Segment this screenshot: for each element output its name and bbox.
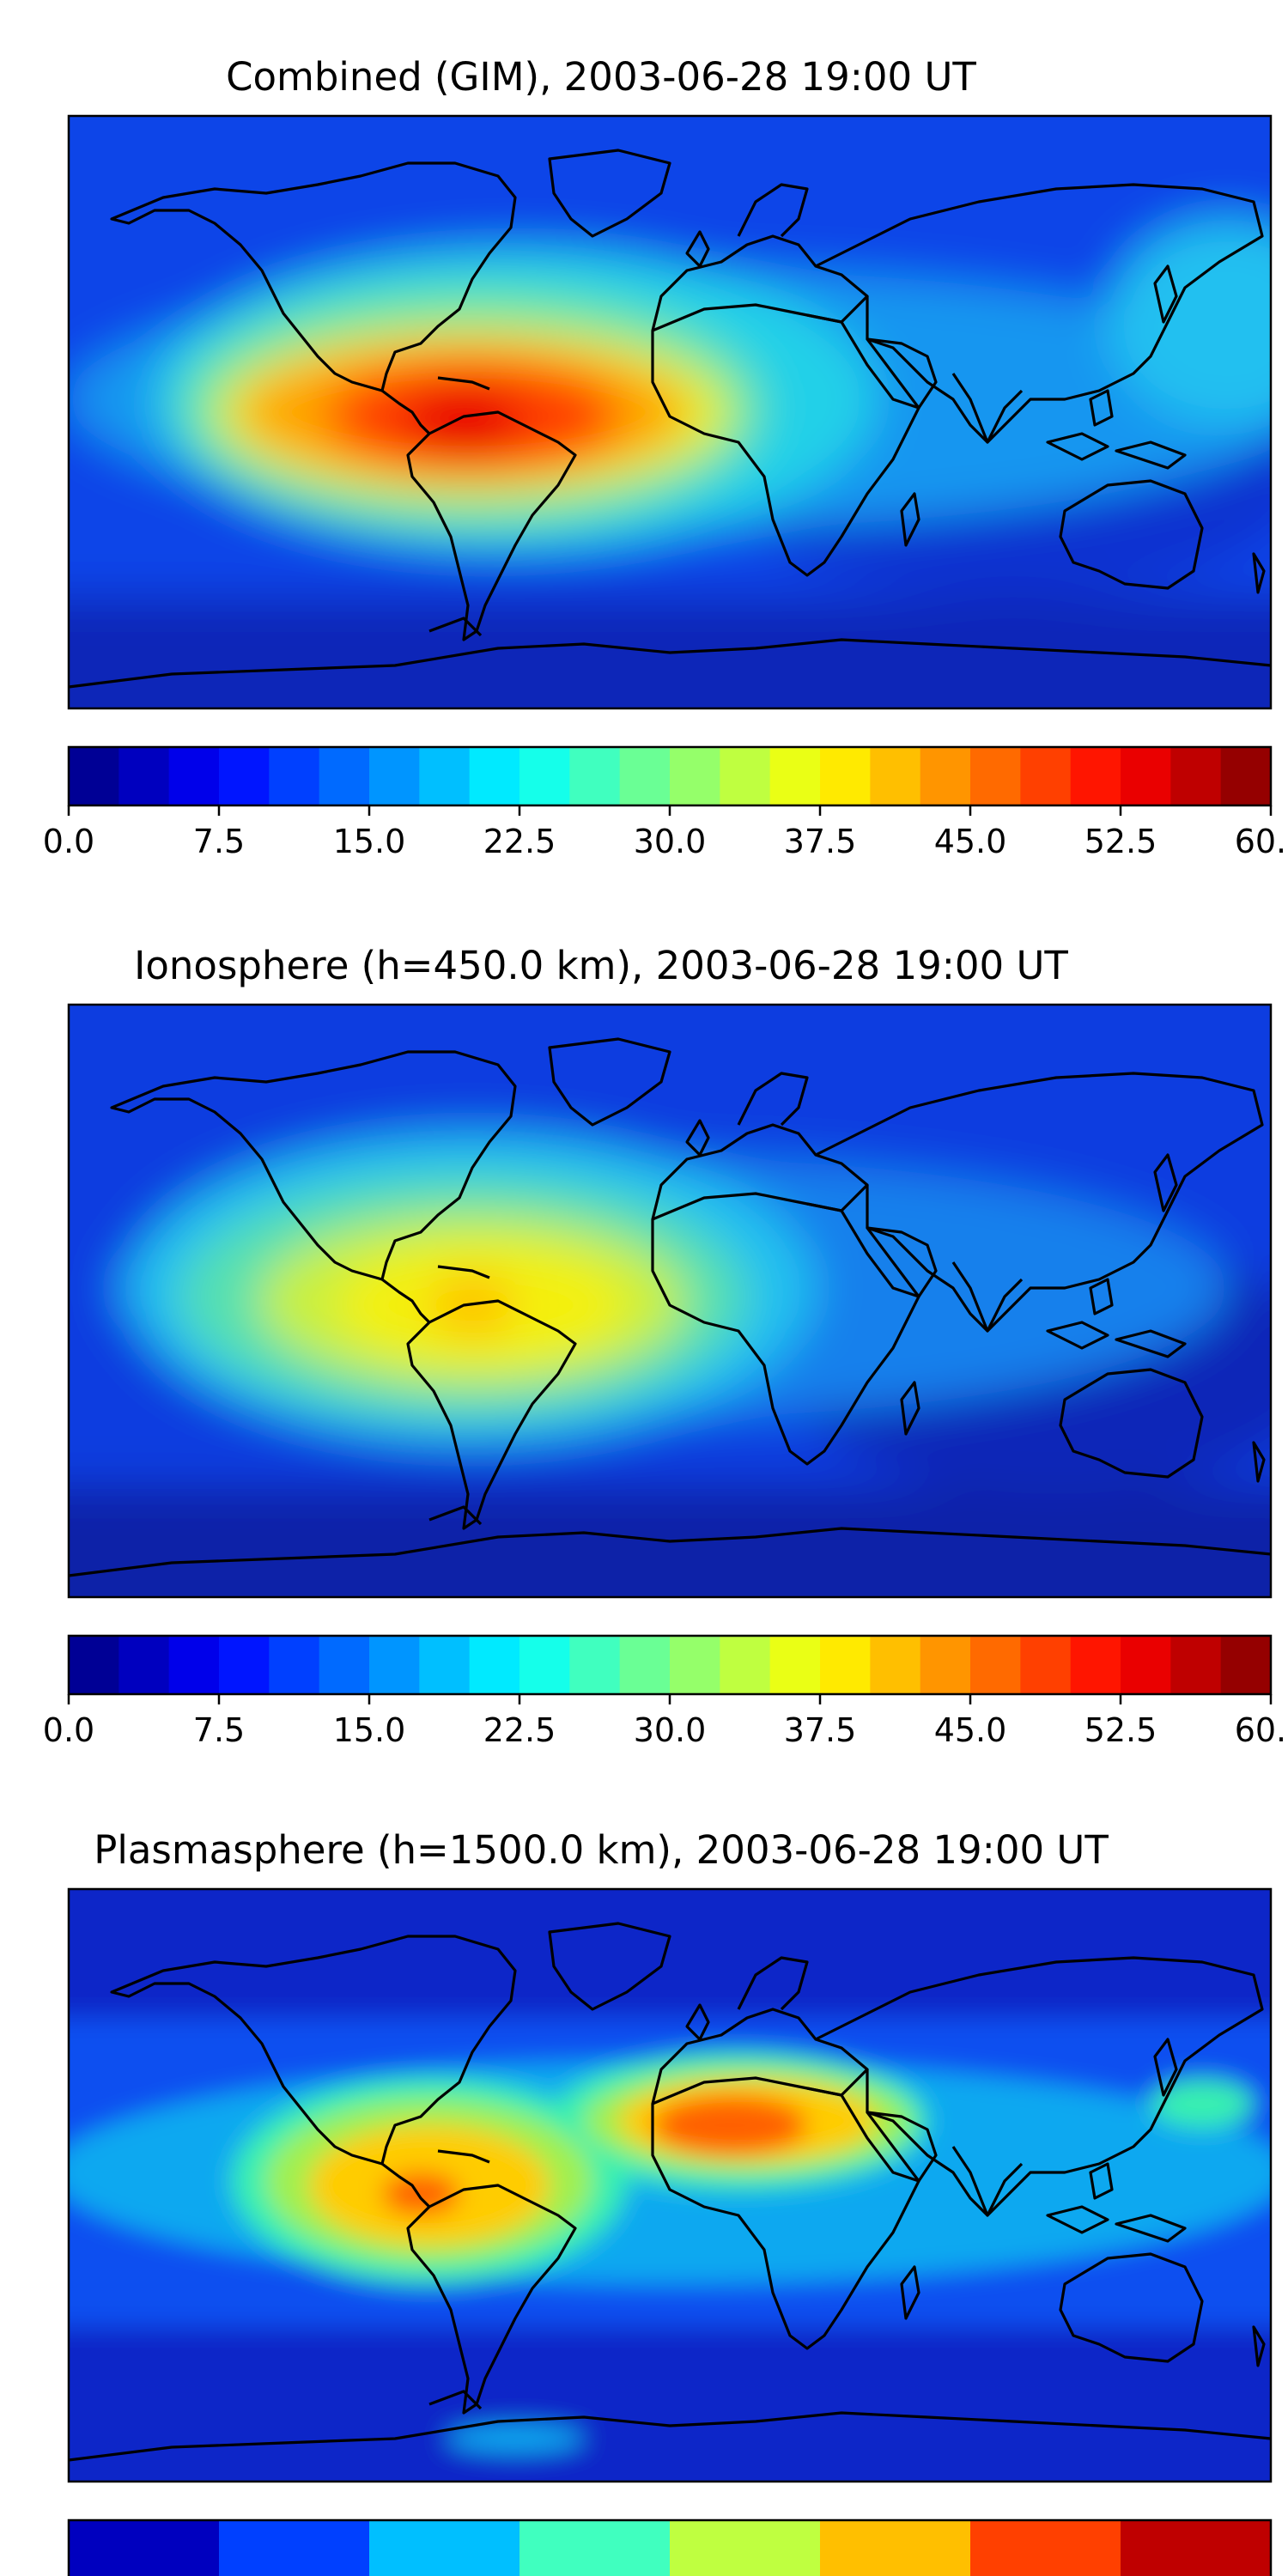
panel-plasmasphere: Plasmasphere (h=1500.0 km), 2003-06-28 1… bbox=[67, 1827, 1273, 2576]
colorbar-level bbox=[419, 1636, 471, 1694]
colorbar-level bbox=[1121, 2520, 1272, 2576]
panel-combined: Combined (GIM), 2003-06-28 19:00 UT bbox=[43, 54, 1288, 860]
colorbar-level bbox=[670, 2520, 821, 2576]
colorbar-level bbox=[569, 747, 621, 805]
tec-field bbox=[69, 116, 1271, 708]
colorbar-tick-label: 60.0 bbox=[1235, 1711, 1288, 1749]
colorbar-level bbox=[369, 1636, 420, 1694]
colorbar-tick-label: 22.5 bbox=[483, 1711, 556, 1749]
colorbar-level bbox=[970, 747, 1021, 805]
colorbar-tick-label: 15.0 bbox=[333, 1711, 406, 1749]
colorbar-level bbox=[820, 1636, 871, 1694]
colorbar-level bbox=[970, 1636, 1021, 1694]
colorbar-level bbox=[219, 1636, 270, 1694]
colorbar-level bbox=[1070, 1636, 1121, 1694]
colorbar-tick-label: 60.0 bbox=[1235, 823, 1288, 860]
colorbar-level bbox=[1070, 747, 1121, 805]
colorbar-level bbox=[269, 1636, 320, 1694]
colorbar-tick-label: 52.5 bbox=[1084, 1711, 1157, 1749]
colorbar-level bbox=[920, 747, 971, 805]
colorbar-level bbox=[269, 747, 320, 805]
colorbar-tick-label: 37.5 bbox=[784, 823, 857, 860]
colorbar-tick-label: 37.5 bbox=[784, 1711, 857, 1749]
colorbar-tick-label: 30.0 bbox=[634, 1711, 707, 1749]
colorbar-level bbox=[970, 2520, 1121, 2576]
colorbar-tick-label: 45.0 bbox=[934, 1711, 1007, 1749]
colorbar-level bbox=[319, 747, 370, 805]
colorbar-level bbox=[69, 1636, 119, 1694]
colorbar-level bbox=[769, 1636, 821, 1694]
colorbar-level bbox=[870, 1636, 921, 1694]
tec-field bbox=[69, 1005, 1271, 1597]
colorbar-level bbox=[1020, 747, 1072, 805]
colorbar-level bbox=[619, 747, 671, 805]
colorbar-level bbox=[519, 1636, 570, 1694]
colorbar-level bbox=[1170, 747, 1222, 805]
map-frame bbox=[67, 1887, 1273, 2483]
colorbar-tick-label: 0.0 bbox=[43, 1711, 94, 1749]
colorbar-level bbox=[69, 747, 119, 805]
colorbar-level bbox=[219, 2520, 370, 2576]
colorbar-level bbox=[369, 2520, 520, 2576]
colorbar-level bbox=[1020, 1636, 1072, 1694]
colorbar-level bbox=[369, 747, 420, 805]
colorbar-tick-label: 45.0 bbox=[934, 823, 1007, 860]
tec-field bbox=[69, 1889, 1271, 2482]
panel-title: Plasmasphere (h=1500.0 km), 2003-06-28 1… bbox=[94, 1827, 1109, 1873]
colorbar-level bbox=[168, 1636, 220, 1694]
colorbar: 0.02.55.07.510.012.515.017.520.0 bbox=[67, 2518, 1273, 2576]
colorbar-level bbox=[569, 1636, 621, 1694]
map-plot bbox=[67, 1887, 1273, 2483]
colorbar-tick-label: 7.5 bbox=[193, 823, 245, 860]
colorbar-level bbox=[319, 1636, 370, 1694]
colorbar-level bbox=[519, 2520, 671, 2576]
colorbar-level bbox=[419, 747, 471, 805]
panel-ionosphere: Ionosphere (h=450.0 km), 2003-06-28 19:0… bbox=[43, 943, 1288, 1749]
colorbar-level bbox=[469, 1636, 520, 1694]
colorbar-level bbox=[670, 747, 720, 805]
colorbar-level bbox=[1121, 1636, 1171, 1694]
colorbar-level bbox=[168, 747, 220, 805]
map-plot bbox=[67, 1003, 1273, 1599]
colorbar-tick-label: 52.5 bbox=[1084, 823, 1157, 860]
panel-title: Ionosphere (h=450.0 km), 2003-06-28 19:0… bbox=[134, 943, 1068, 988]
colorbar-level bbox=[1220, 747, 1272, 805]
colorbar-level bbox=[670, 1636, 720, 1694]
colorbar-level bbox=[870, 747, 921, 805]
colorbar-level bbox=[820, 2520, 971, 2576]
colorbar-level bbox=[219, 747, 270, 805]
colorbar-level bbox=[1170, 1636, 1222, 1694]
colorbar-level bbox=[469, 747, 520, 805]
colorbar-level bbox=[920, 1636, 971, 1694]
colorbar-level bbox=[118, 747, 170, 805]
map-plot bbox=[67, 114, 1273, 710]
colorbar-level bbox=[619, 1636, 671, 1694]
colorbar: 0.0 7.5 15.0 22.5 30.0 37.5 45.0 52.5 60.0 bbox=[43, 745, 1288, 860]
colorbar: 0.0 7.5 15.0 22.5 30.0 37.5 45.0 52.5 60.0 bbox=[43, 1634, 1288, 1749]
map-frame bbox=[67, 114, 1273, 710]
colorbar-level bbox=[820, 747, 871, 805]
colorbar-level bbox=[519, 747, 570, 805]
colorbar-tick-label: 30.0 bbox=[634, 823, 707, 860]
colorbar-tick-label: 7.5 bbox=[193, 1711, 245, 1749]
colorbar-tick-label: 22.5 bbox=[483, 823, 556, 860]
colorbar-level bbox=[69, 2520, 220, 2576]
colorbar-level bbox=[1220, 1636, 1272, 1694]
colorbar-level bbox=[1121, 747, 1171, 805]
panel-title: Combined (GIM), 2003-06-28 19:00 UT bbox=[226, 54, 976, 100]
colorbar-tick-label: 15.0 bbox=[333, 823, 406, 860]
map-frame bbox=[67, 1003, 1273, 1599]
colorbar-level bbox=[118, 1636, 170, 1694]
colorbar-level bbox=[720, 747, 771, 805]
colorbar-level bbox=[720, 1636, 771, 1694]
colorbar-level bbox=[769, 747, 821, 805]
colorbar-tick-label: 0.0 bbox=[43, 823, 94, 860]
